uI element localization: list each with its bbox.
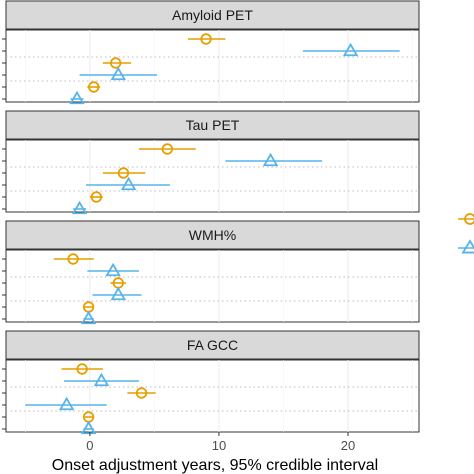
point-estimate-triangle — [58, 396, 75, 411]
point-estimate-circle — [161, 143, 174, 155]
point-estimate-triangle — [105, 262, 121, 277]
facet-strip-label: Tau PET — [186, 117, 240, 133]
point-estimate-triangle — [80, 310, 97, 325]
facet-panel: WMH% — [2, 220, 420, 325]
point-estimate-triangle — [93, 372, 110, 387]
legend-key-circle — [464, 213, 474, 225]
facet-strip-label: Amyloid PET — [172, 7, 253, 23]
legend — [458, 213, 474, 254]
panel-plot-area — [5, 359, 420, 433]
point-estimate-triangle — [110, 66, 127, 81]
facet-panel: FA GCC — [2, 330, 420, 435]
point-estimate-circle — [135, 387, 148, 399]
legend-key-triangle — [461, 239, 474, 254]
facet-strip — [5, 220, 420, 250]
x-axis-title: Onset adjustment years, 95% credible int… — [52, 457, 378, 474]
panel-plot-area — [5, 249, 420, 323]
panel-plot-area — [5, 139, 420, 213]
x-tick-label: 20 — [341, 438, 355, 453]
x-axis: 0 10 20 — [86, 432, 355, 453]
point-estimate-triangle — [110, 286, 127, 301]
x-tick-label: 0 — [86, 438, 93, 453]
point-estimate-circle — [67, 253, 79, 265]
x-tick-label: 10 — [212, 438, 226, 453]
facet-panel: Tau PET — [2, 110, 420, 215]
point-estimate-circle — [90, 191, 103, 203]
facet-strip — [5, 330, 420, 360]
point-estimate-triangle — [262, 152, 279, 167]
facet-strip — [5, 110, 420, 140]
facet-strip-label: FA GCC — [187, 337, 238, 353]
point-estimate-triangle — [71, 200, 88, 215]
point-estimate-circle — [200, 33, 212, 45]
facet-strip — [5, 0, 420, 30]
point-estimate-triangle — [80, 420, 97, 435]
point-estimate-circle — [88, 81, 100, 93]
point-estimate-circle — [117, 167, 130, 179]
facet-panels: Amyloid PET Tau PET WMH% FA GCC — [2, 0, 420, 435]
point-estimate-triangle — [342, 42, 359, 57]
facet-strip-label: WMH% — [189, 227, 236, 243]
point-estimate-circle — [76, 363, 88, 375]
point-estimate-triangle — [120, 176, 137, 191]
point-estimate-triangle — [69, 90, 85, 105]
point-estimate-circle — [110, 57, 122, 69]
panel-plot-area — [5, 29, 420, 103]
facet-panel: Amyloid PET — [2, 0, 420, 105]
